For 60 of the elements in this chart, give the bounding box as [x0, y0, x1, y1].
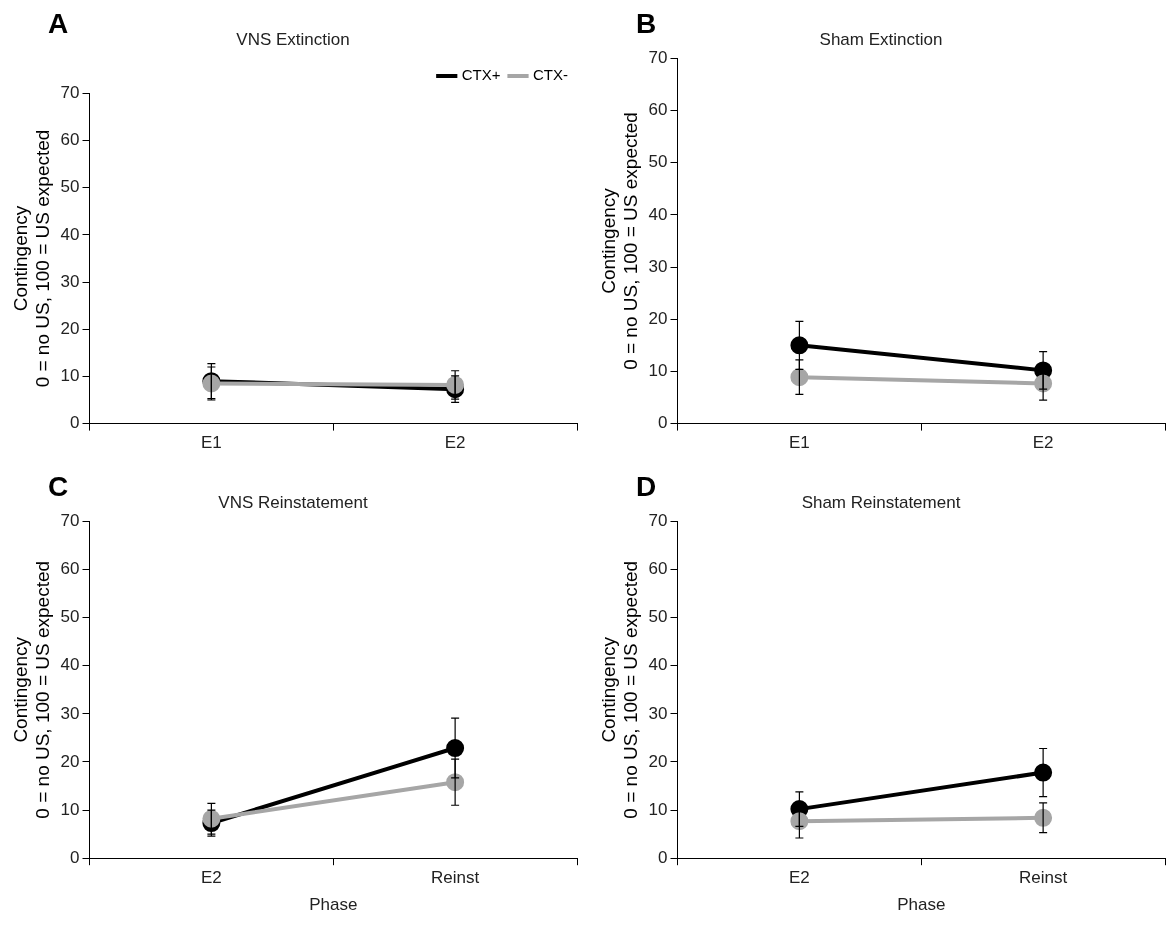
x-tick-label: E2 — [1032, 433, 1054, 453]
chart-title: Sham Extinction — [819, 29, 943, 49]
text: D — [636, 471, 657, 503]
y-tick-label: 60 — [60, 130, 80, 150]
point — [790, 336, 809, 355]
point — [446, 739, 465, 758]
y-tick-label: 50 — [60, 607, 80, 627]
y-tick-label: 10 — [648, 361, 668, 381]
y-tick-label: 30 — [60, 703, 80, 723]
x-axis-title: Phase — [897, 895, 946, 915]
y-tick-label: 10 — [60, 366, 80, 386]
text: B — [636, 8, 657, 40]
x-tick-label: E1 — [200, 433, 222, 453]
y-tick-label: 0 — [658, 847, 668, 867]
y-tick-label: 70 — [60, 511, 80, 531]
y-axis-title: Contingency 0 = no US, 100 = US expected — [9, 560, 54, 819]
text: C — [48, 471, 69, 503]
y-tick-label: 30 — [648, 703, 668, 723]
x-tick-label: Reinst — [431, 868, 480, 888]
y-tick-label: 60 — [648, 559, 668, 579]
x-tick-label: E1 — [788, 433, 810, 453]
chart-title: VNS Reinstatement — [218, 492, 368, 512]
y-tick-label: 40 — [60, 655, 80, 675]
y-tick-label: 70 — [648, 48, 668, 68]
x-axis-title: Phase — [309, 895, 358, 915]
y-tick-label: 60 — [648, 100, 668, 120]
x-tick-label: E2 — [200, 868, 222, 888]
point — [790, 368, 809, 387]
chart-title: VNS Extinction — [236, 29, 350, 49]
y-tick-label: 0 — [658, 413, 668, 433]
y-tick-label: 70 — [60, 83, 80, 103]
legend-label: CTX+ — [461, 66, 501, 84]
point — [202, 809, 221, 828]
y-tick-label: 60 — [60, 559, 80, 579]
y-tick-label: 30 — [60, 271, 80, 291]
y-tick-label: 30 — [648, 256, 668, 276]
y-tick-label: 70 — [648, 511, 668, 531]
text: A — [48, 8, 69, 40]
y-tick-label: 20 — [60, 318, 80, 338]
y-tick-label: 20 — [648, 308, 668, 328]
y-tick-label: 20 — [60, 751, 80, 771]
y-tick-label: 50 — [60, 177, 80, 197]
y-tick-label: 10 — [648, 799, 668, 819]
legend-label: CTX- — [533, 66, 568, 84]
x-tick-label: E2 — [444, 433, 466, 453]
y-tick-label: 40 — [60, 224, 80, 244]
chart-title: Sham Reinstatement — [801, 492, 961, 512]
y-tick-label: 50 — [648, 607, 668, 627]
y-axis-title: Contingency 0 = no US, 100 = US expected — [597, 560, 642, 819]
y-axis-title: Contingency 0 = no US, 100 = US expected — [597, 112, 642, 370]
x-tick-label: E2 — [788, 868, 810, 888]
y-tick-label: 20 — [648, 751, 668, 771]
y-tick-label: 40 — [648, 655, 668, 675]
x-tick-label: Reinst — [1019, 868, 1068, 888]
y-tick-label: 10 — [60, 799, 80, 819]
y-tick-label: 40 — [648, 204, 668, 224]
y-tick-label: 0 — [70, 847, 80, 867]
y-axis-title: Contingency 0 = no US, 100 = US expected — [9, 129, 54, 388]
y-tick-label: 50 — [648, 152, 668, 172]
y-tick-label: 0 — [70, 413, 80, 433]
